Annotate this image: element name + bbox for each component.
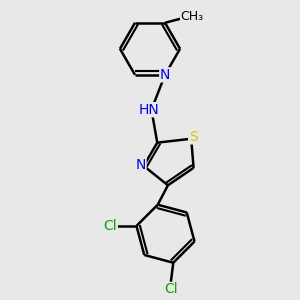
Text: S: S — [189, 130, 197, 144]
Text: N: N — [136, 158, 146, 172]
Text: HN: HN — [139, 103, 159, 117]
Text: N: N — [160, 68, 170, 82]
Text: Cl: Cl — [103, 219, 117, 233]
Text: CH₃: CH₃ — [181, 11, 204, 23]
Text: Cl: Cl — [164, 282, 178, 296]
